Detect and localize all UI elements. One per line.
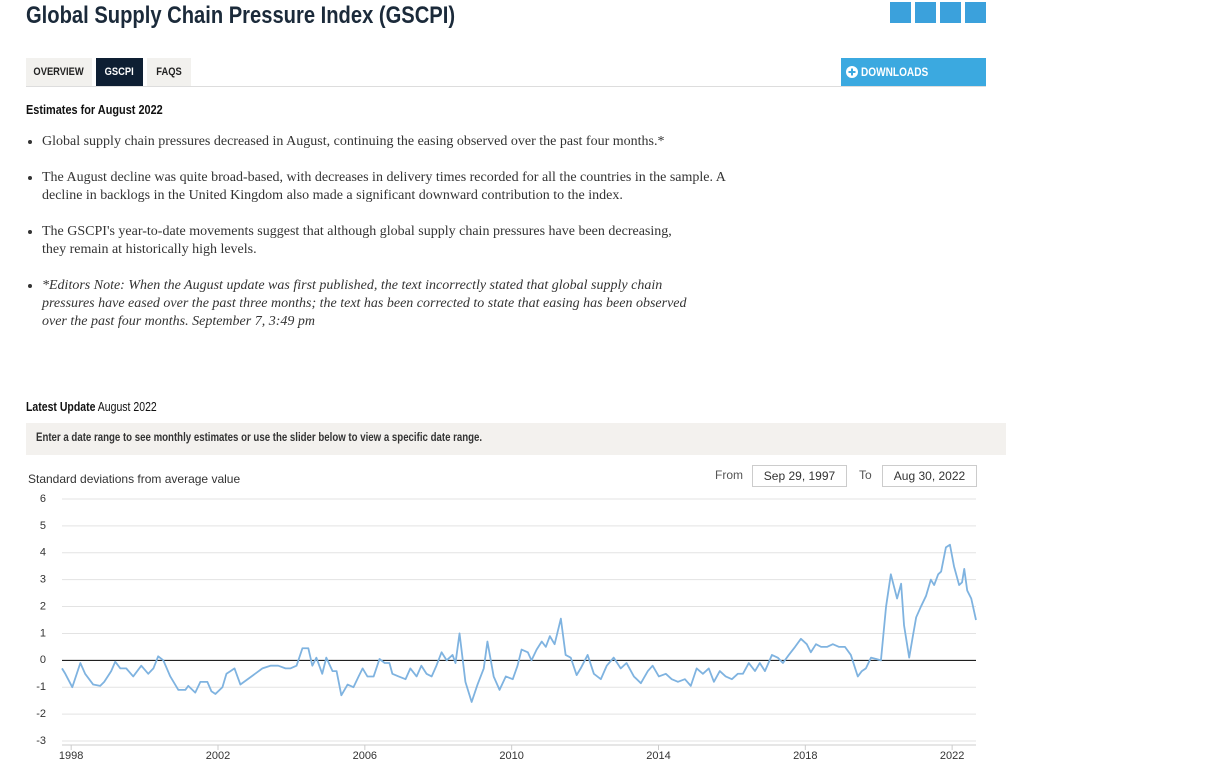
latest-update-date: August 2022 bbox=[97, 400, 157, 414]
from-label: From bbox=[715, 468, 743, 482]
bullet-list: Global supply chain pressures decreased … bbox=[26, 133, 742, 349]
data-line bbox=[61, 543, 977, 703]
x-tick-label: 2022 bbox=[940, 750, 964, 762]
tab[interactable]: FAQS bbox=[147, 58, 191, 86]
y-axis-label: Standard deviations from average value bbox=[28, 472, 240, 486]
from-date-input[interactable]: Sep 29, 1997 bbox=[752, 465, 847, 487]
y-tick-label: 3 bbox=[40, 574, 46, 586]
page-title: Global Supply Chain Pressure Index (GSCP… bbox=[26, 2, 456, 29]
print-icon[interactable] bbox=[965, 2, 986, 23]
chart: Standard deviations from average value -… bbox=[28, 472, 977, 762]
plus-icon bbox=[846, 66, 858, 78]
x-tick-label: 2014 bbox=[646, 750, 670, 762]
y-tick-label: -2 bbox=[36, 708, 46, 720]
x-tick-label: 2010 bbox=[499, 750, 523, 762]
instruction-text: Enter a date range to see monthly estima… bbox=[36, 432, 483, 444]
latest-update-label: Latest Update bbox=[26, 400, 96, 414]
y-tick-label: 2 bbox=[40, 600, 46, 612]
tab[interactable]: OVERVIEW bbox=[26, 58, 92, 86]
x-tick-label: 1998 bbox=[59, 750, 83, 762]
tab-label: OVERVIEW bbox=[33, 66, 85, 78]
to-label: To bbox=[859, 468, 872, 482]
bullet-note: *Editors Note: When the August update wa… bbox=[42, 277, 712, 331]
estimates-heading: Estimates for August 2022 bbox=[26, 102, 163, 117]
tab-label: FAQS bbox=[156, 66, 182, 78]
downloads-button[interactable]: DOWNLOADS bbox=[841, 58, 986, 86]
bullet: The GSCPI's year-to-date movements sugge… bbox=[42, 223, 682, 259]
x-tick-label: 2006 bbox=[353, 750, 377, 762]
y-tick-label: 6 bbox=[40, 493, 46, 505]
to-date-input[interactable]: Aug 30, 2022 bbox=[882, 465, 977, 487]
email-icon[interactable] bbox=[940, 2, 961, 23]
twitter-icon[interactable] bbox=[915, 2, 936, 23]
latest-update: Latest Update August 2022 bbox=[26, 400, 157, 414]
tab-label: GSCPI bbox=[104, 66, 135, 78]
y-tick-label: 4 bbox=[40, 547, 46, 559]
tab-divider bbox=[26, 86, 986, 87]
x-tick-label: 2018 bbox=[793, 750, 817, 762]
y-tick-label: 5 bbox=[40, 520, 46, 532]
y-tick-label: -3 bbox=[36, 735, 46, 747]
downloads-label: DOWNLOADS bbox=[861, 65, 929, 79]
bullet: The August decline was quite broad-based… bbox=[42, 169, 742, 205]
instruction-bar bbox=[26, 423, 1006, 455]
tab-active[interactable]: GSCPI bbox=[96, 58, 143, 86]
facebook-icon[interactable] bbox=[890, 2, 911, 23]
y-tick-label: 1 bbox=[40, 627, 46, 639]
y-tick-label: -1 bbox=[36, 681, 46, 693]
y-tick-label: 0 bbox=[40, 654, 46, 666]
x-tick-label: 2002 bbox=[206, 750, 230, 762]
bullet: Global supply chain pressures decreased … bbox=[42, 133, 682, 151]
